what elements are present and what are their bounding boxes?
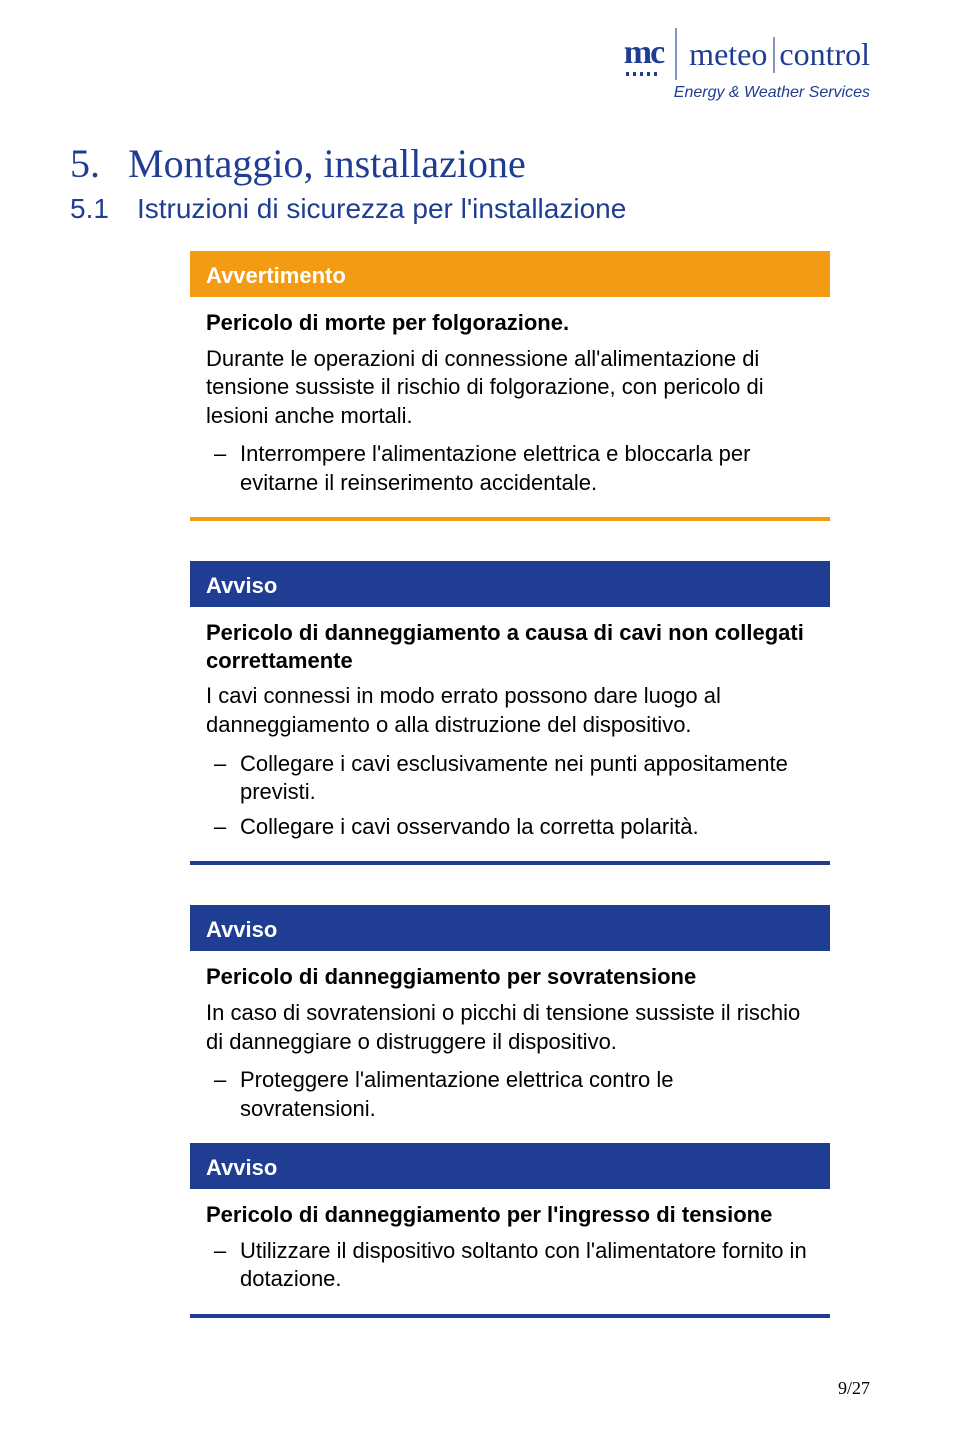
warning-header: Avvertimento xyxy=(190,255,830,297)
callout-list-item: Interrompere l'alimentazione elettrica e… xyxy=(206,440,814,497)
subsection-number: 5.1 xyxy=(70,193,109,225)
callouts-region: AvvertimentoPericolo di morte per folgor… xyxy=(190,251,830,1318)
logo-tagline: Energy & Weather Services xyxy=(624,84,870,102)
callout-list: Interrompere l'alimentazione elettrica e… xyxy=(206,440,814,497)
callout-lead: Pericolo di danneggiamento per l'ingress… xyxy=(206,1201,814,1229)
callout-group: AvvertimentoPericolo di morte per folgor… xyxy=(190,251,830,521)
callout-list-item: Utilizzare il dispositivo soltanto con l… xyxy=(206,1237,814,1294)
section-heading: 5. Montaggio, installazione xyxy=(70,140,870,187)
notice-header: Avviso xyxy=(190,1147,830,1189)
callout-list: Proteggere l'alimentazione elettrica con… xyxy=(206,1066,814,1123)
callout-body: Pericolo di danneggiamento per l'ingress… xyxy=(190,1189,830,1314)
callout-list: Utilizzare il dispositivo soltanto con l… xyxy=(206,1237,814,1294)
callout-body: Pericolo di danneggiamento per sovratens… xyxy=(190,951,830,1143)
callout-body: Pericolo di danneggiamento a causa di ca… xyxy=(190,607,830,861)
page: mc meteo control Energy & Weather Servic… xyxy=(0,0,960,1439)
callout-paragraph: Durante le operazioni di connessione all… xyxy=(206,345,814,431)
callout-lead: Pericolo di danneggiamento a causa di ca… xyxy=(206,619,814,674)
subsection-title: Istruzioni di sicurezza per l'installazi… xyxy=(137,193,626,225)
callout-bottom-rule xyxy=(190,517,830,521)
callout-body: Pericolo di morte per folgorazione. Duran… xyxy=(190,297,830,517)
logo-word-meteo: meteo xyxy=(689,36,767,72)
callout-group: Avviso Pericolo di danneggiamento a causa… xyxy=(190,561,830,865)
callout-list-item: Proteggere l'alimentazione elettrica con… xyxy=(206,1066,814,1123)
logo-divider-2 xyxy=(773,37,775,73)
subsection-heading: 5.1 Istruzioni di sicurezza per l'instal… xyxy=(70,193,870,225)
logo-divider xyxy=(675,28,677,80)
callout-paragraph: In caso di sovratensioni o picchi di ten… xyxy=(206,999,814,1056)
page-number: 9/27 xyxy=(838,1378,870,1399)
logo-row: mc meteo control xyxy=(624,28,870,80)
section-number: 5. xyxy=(70,140,100,187)
callout-group: Avviso Pericolo di danneggiamento per sov… xyxy=(190,905,830,1318)
callout-lead: Pericolo di danneggiamento per sovratens… xyxy=(206,963,814,991)
notice-header: Avviso xyxy=(190,909,830,951)
callout-bottom-rule xyxy=(190,861,830,865)
logo-word-control: control xyxy=(779,36,870,72)
logo-wordmark: meteo control xyxy=(689,36,870,73)
notice-header: Avviso xyxy=(190,565,830,607)
callout-list-item: Collegare i cavi esclusivamente nei punt… xyxy=(206,750,814,807)
callout-lead: Pericolo di morte per folgorazione. xyxy=(206,309,814,337)
brand-logo: mc meteo control Energy & Weather Servic… xyxy=(624,28,870,102)
callout-list-item: Collegare i cavi osservando la corretta … xyxy=(206,813,814,842)
callout-list: Collegare i cavi esclusivamente nei punt… xyxy=(206,750,814,842)
callout-bottom-rule xyxy=(190,1314,830,1318)
section-title: Montaggio, installazione xyxy=(128,140,526,187)
logo-mark: mc xyxy=(624,34,663,74)
callout-paragraph: I cavi connessi in modo errato possono d… xyxy=(206,682,814,739)
